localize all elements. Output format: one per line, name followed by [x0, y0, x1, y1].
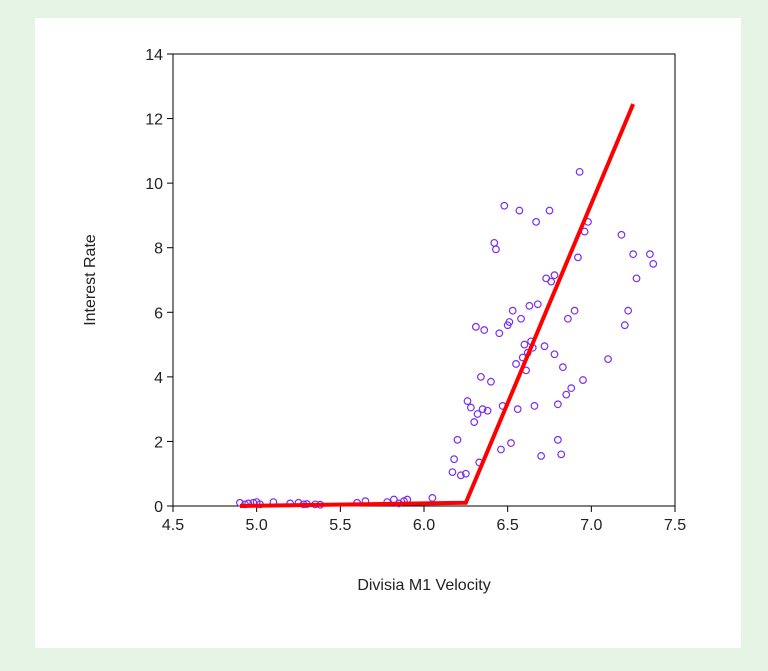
fit-line [239, 103, 636, 508]
y-axis: 0 2 4 6 8 10 12 14 [145, 47, 173, 516]
data-point [517, 314, 525, 323]
x-tick-label: 4.5 [162, 517, 184, 534]
data-point [617, 230, 626, 239]
data-point [476, 372, 485, 381]
x-tick-label: 5.0 [246, 517, 268, 534]
x-tick-label: 7.0 [580, 517, 602, 534]
x-tick-label: 6.0 [413, 517, 435, 534]
data-point [508, 306, 517, 315]
data-point [533, 300, 542, 309]
data-point [500, 201, 509, 210]
data-point [236, 498, 244, 507]
y-tick-label: 4 [154, 370, 163, 387]
data-point [515, 206, 524, 215]
data-point [540, 342, 549, 351]
data-point [483, 406, 492, 415]
x-axis-title: Divisia M1 Velocity [357, 577, 490, 594]
data-point [646, 250, 654, 259]
data-point [466, 403, 475, 412]
data-point [632, 274, 641, 283]
data-point [478, 405, 487, 414]
data-point [550, 271, 559, 280]
y-tick-label: 0 [154, 499, 163, 516]
data-point [507, 439, 515, 447]
data-point [562, 390, 571, 399]
data-point [570, 306, 579, 315]
x-tick-label: 5.5 [329, 517, 351, 534]
x-tick-label: 6.5 [497, 517, 519, 534]
data-point [579, 376, 587, 384]
data-point [629, 250, 638, 259]
y-tick-label: 14 [145, 47, 163, 64]
scatter-chart: 4.5 5.0 5.5 6.0 6.5 7.0 7.5 0 2 4 6 8 10 12 14 Divisi… [82, 47, 686, 594]
data-point [448, 468, 457, 477]
data-point [550, 350, 559, 359]
data-point [480, 326, 489, 334]
data-point [537, 452, 546, 460]
data-point [463, 397, 472, 405]
data-point [564, 314, 572, 323]
plot-area [172, 53, 676, 507]
data-point [497, 445, 505, 454]
data-point [505, 318, 514, 326]
data-point [567, 384, 576, 393]
data-point [553, 400, 562, 409]
y-tick-label: 8 [154, 241, 163, 258]
x-axis: 4.5 5.0 5.5 6.0 6.5 7.0 7.5 [162, 506, 686, 534]
data-point [513, 405, 522, 414]
data-point [492, 245, 500, 254]
data-point [620, 321, 629, 330]
data-point [512, 360, 520, 368]
data-point [558, 363, 567, 372]
data-point [575, 167, 584, 176]
y-axis-title: Interest Rate [82, 234, 99, 326]
y-tick-label: 10 [145, 176, 163, 193]
data-point [545, 206, 554, 215]
chart-panel: 4.5 5.0 5.5 6.0 6.5 7.0 7.5 0 2 4 6 8 10 12 14 Divisi… [35, 18, 741, 648]
data-point [525, 301, 534, 310]
data-point [553, 435, 562, 444]
data-point [624, 306, 633, 315]
data-point [487, 377, 495, 386]
data-point [532, 217, 541, 226]
data-point [456, 471, 465, 480]
y-tick-label: 2 [154, 434, 163, 451]
data-point [547, 277, 556, 286]
data-point [473, 410, 482, 418]
data-point [557, 450, 566, 459]
data-point [450, 455, 459, 464]
y-tick-label: 12 [145, 112, 163, 129]
data-point [453, 435, 462, 444]
fit-lines [239, 103, 636, 508]
data-point [470, 418, 479, 426]
data-point [461, 469, 470, 478]
data-point [574, 253, 582, 262]
data-point [495, 329, 504, 338]
y-tick-label: 6 [154, 305, 163, 322]
data-point [520, 340, 529, 349]
data-point [649, 259, 658, 268]
x-tick-label: 7.5 [664, 517, 686, 534]
data-point [471, 322, 480, 331]
data-point [604, 355, 612, 364]
data-point [428, 494, 437, 502]
data-point [530, 402, 539, 410]
